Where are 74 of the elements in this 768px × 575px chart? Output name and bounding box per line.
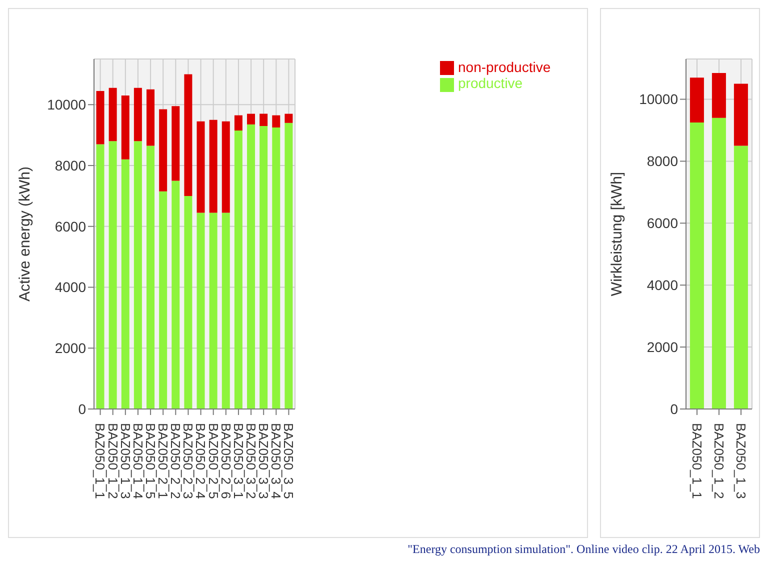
bar [108,88,117,142]
bar [234,115,242,131]
x-tick-label: BAZ050_1_3 [118,423,133,499]
bar [222,121,230,213]
y-tick-label: 4000 [54,279,86,296]
bar [712,72,726,118]
x-tick-label: BAZ050_1_2 [105,423,120,499]
bar [222,212,230,409]
legend-label: non-productive [458,59,551,75]
bar [159,109,168,192]
bar [134,88,142,142]
bar [209,212,218,409]
x-tick-label: BAZ050_2_2 [168,423,184,499]
bar [712,118,726,409]
y-axis-title: Active energy (kWh) [16,166,34,302]
y-tick-label: 10000 [47,96,86,113]
bar [272,115,280,128]
x-tick-label: BAZ050_1_3 [733,423,748,499]
bar [146,146,155,409]
bar [108,141,117,409]
y-tick-label: 2000 [54,340,86,356]
x-tick-label: BAZ050_1_4 [130,423,146,499]
bar [184,196,192,409]
bar [690,122,704,409]
y-tick-label: 2000 [646,339,678,356]
bar [172,106,180,181]
y-tick-label: 8000 [54,157,86,174]
x-tick-label: BAZ050_1_1 [92,423,108,499]
bar [172,180,180,409]
x-tick-label: BAZ050_3_2 [243,423,258,499]
x-tick-label: BAZ050_2_1 [156,423,171,499]
bar [734,84,748,146]
bar [196,121,205,213]
legend-label: productive [458,75,523,92]
bar [260,126,268,409]
x-tick-label: BAZ050_1_1 [689,423,704,499]
x-tick-label: BAZ050_2_4 [193,423,208,499]
bar [121,96,130,160]
x-tick-label: BAZ050_3_4 [268,423,284,499]
y-tick-label: 10000 [639,91,678,108]
x-tick-label: BAZ050_2_5 [206,423,221,499]
x-tick-label: BAZ050_1_2 [711,423,726,499]
x-tick-label: BAZ050_2_3 [180,423,196,499]
bar [234,130,242,409]
bar [284,122,293,409]
y-tick-label: 0 [670,400,678,417]
y-tick-label: 8000 [646,153,678,170]
x-tick-label: BAZ050_3_3 [256,423,272,499]
bar [96,144,104,409]
y-tick-label: 4000 [646,277,678,294]
bar [184,74,192,196]
bar [146,89,155,146]
bar [209,120,218,213]
bar [134,141,142,409]
text: "Energy consumption simulation". Online video clip. 22 April 2015. Web [406,542,760,557]
bar [734,146,748,409]
bar [260,114,268,126]
bar [272,127,280,409]
x-tick-label: BAZ050_3_1 [230,423,246,499]
y-tick-label: 6000 [646,215,678,232]
bar [159,191,168,409]
bar [121,159,130,409]
bar [196,212,205,409]
bar [284,114,293,123]
x-tick-label: BAZ050_2_6 [218,423,234,499]
x-tick-label: BAZ050_1_5 [142,423,158,499]
y-axis-title: Wirkleistung [kWh] [608,172,626,296]
bar [96,90,104,144]
bar [690,78,704,122]
y-tick-label: 0 [78,400,86,417]
bar [247,114,256,124]
bar [247,124,256,409]
y-tick-label: 6000 [54,218,86,234]
x-tick-label: BAZ050_3_5 [281,423,296,499]
